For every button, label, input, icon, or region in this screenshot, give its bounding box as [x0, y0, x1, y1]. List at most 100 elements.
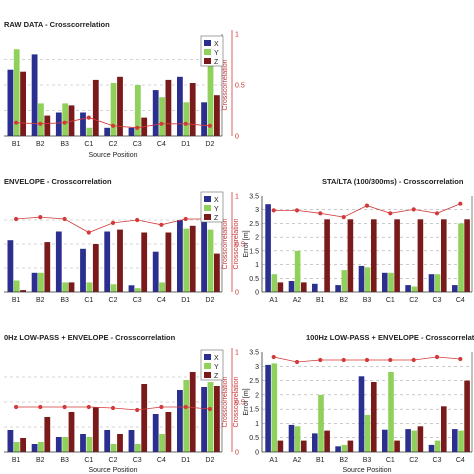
legend-label: Y — [214, 206, 219, 213]
chart-panel-2: ENVELOPE - Crosscorrelation B1 B2 B3 C1 C2 C3 C… — [4, 177, 245, 304]
y-tick-label: 0 — [255, 450, 259, 457]
bar-z-c3 — [141, 232, 148, 292]
bar-y-c3 — [134, 288, 141, 292]
bar-y-c2 — [411, 286, 418, 292]
chart-panel-5: 100Hz LOW-PASS + ENVELOPE - Crosscorrela… — [233, 333, 474, 474]
y-tick-label: 0.5 — [249, 435, 259, 442]
bar-z-c3 — [441, 406, 447, 452]
bar-x-c4 — [152, 90, 159, 136]
bar-z-c1 — [394, 440, 400, 452]
bar-x-b2 — [31, 444, 38, 452]
bar-x-c3 — [428, 444, 435, 452]
legend-swatch — [204, 372, 211, 378]
bar-y-c4 — [458, 223, 464, 292]
bar-y-c2 — [110, 83, 117, 136]
right-tick-label: 1 — [235, 194, 239, 201]
x-axis-label: Source Position — [342, 467, 391, 474]
bar-z-b2 — [44, 242, 51, 292]
crosscorrelation-point — [183, 121, 188, 126]
bar-x-b2 — [335, 285, 341, 292]
y-tick-label: 0.5 — [249, 276, 259, 283]
x-tick-label: B1 — [316, 297, 325, 304]
x-axis-label: Source Position — [88, 467, 137, 474]
x-tick-label: B2 — [36, 297, 45, 304]
x-tick-label: C2 — [109, 457, 118, 464]
bar-x-b2 — [335, 446, 341, 452]
bar-z-a1 — [277, 282, 284, 292]
y-axis-label: Error [m] — [243, 388, 250, 415]
right-tick-label: 0 — [235, 134, 239, 141]
y-tick-label: 2.5 — [249, 221, 259, 228]
bar-z-c2 — [417, 219, 424, 292]
crosscorrelation-point — [110, 123, 116, 128]
crosscorrelation-point — [38, 121, 43, 126]
x-tick-label: C4 — [157, 297, 166, 304]
x-tick-label: D1 — [181, 297, 190, 304]
y-axis-label: Error [m] — [243, 230, 250, 257]
legend-swatch — [204, 363, 211, 369]
bar-x-c1 — [80, 112, 86, 136]
bar-z-c2 — [117, 434, 123, 452]
bar-x-c3 — [128, 430, 135, 452]
crosscorrelation-point — [110, 220, 116, 225]
bar-z-a2 — [301, 440, 307, 452]
bar-y-c3 — [134, 85, 141, 136]
bar-y-b2 — [341, 270, 348, 292]
bar-x-c1 — [80, 434, 86, 452]
x-tick-label: C2 — [409, 457, 418, 464]
x-tick-label: C2 — [109, 141, 118, 148]
right-axis-label: Crosscorrelation — [233, 376, 240, 427]
x-tick-label: A1 — [269, 457, 278, 464]
bar-x-b3 — [358, 265, 365, 292]
legend-label: Z — [214, 59, 219, 66]
crosscorrelation-point — [38, 215, 43, 220]
bar-x-a2 — [288, 281, 295, 292]
bar-y-c3 — [134, 444, 141, 452]
x-tick-label: C4 — [157, 457, 166, 464]
bar-x-c4 — [152, 251, 159, 292]
bar-x-c2 — [405, 429, 411, 452]
bar-z-c4 — [165, 79, 172, 136]
bar-z-d1 — [189, 83, 196, 136]
crosscorrelation-point — [135, 125, 140, 130]
right-tick-label: 0 — [235, 290, 239, 297]
bar-x-d1 — [177, 390, 183, 452]
bar-z-b2 — [347, 219, 354, 292]
legend-label: X — [214, 355, 219, 362]
right-tick-label: 0.5 — [235, 400, 245, 407]
bar-x-d1 — [177, 220, 183, 292]
x-tick-label: D1 — [181, 457, 190, 464]
bar-z-b3 — [68, 105, 75, 136]
right-axis-label: Crosscorrelation — [233, 218, 240, 269]
crosscorrelation-point — [135, 407, 140, 413]
crosscorrelation-point — [159, 121, 164, 126]
bar-y-b3 — [364, 414, 371, 452]
bar-x-c1 — [382, 429, 388, 452]
bar-y-c4 — [458, 430, 464, 452]
bar-z-b3 — [68, 282, 75, 292]
y-tick-label: 2 — [255, 392, 259, 399]
bar-x-b2 — [31, 54, 38, 136]
bar-y-c1 — [86, 127, 93, 136]
bar-x-b2 — [31, 272, 38, 292]
bar-y-b2 — [38, 272, 44, 292]
bar-z-c1 — [92, 407, 99, 452]
x-tick-label: B3 — [60, 141, 69, 148]
bar-x-c4 — [452, 285, 458, 292]
bar-z-c4 — [165, 412, 172, 452]
right-tick-label: 0 — [235, 450, 239, 457]
crosscorrelation-point — [341, 357, 346, 363]
x-tick-label: B3 — [60, 297, 69, 304]
bar-x-c4 — [152, 414, 159, 452]
crosscorrelation-point — [411, 357, 416, 363]
legend-swatch — [204, 196, 211, 202]
bar-y-d1 — [183, 380, 190, 452]
x-tick-label: A1 — [269, 297, 278, 304]
crosscorrelation-point — [14, 216, 19, 222]
x-tick-label: B3 — [363, 457, 372, 464]
x-tick-label: A2 — [293, 297, 302, 304]
x-tick-label: A2 — [293, 457, 302, 464]
bar-z-d2 — [214, 253, 220, 292]
bar-y-d2 — [207, 62, 214, 136]
bar-z-b2 — [44, 115, 51, 136]
